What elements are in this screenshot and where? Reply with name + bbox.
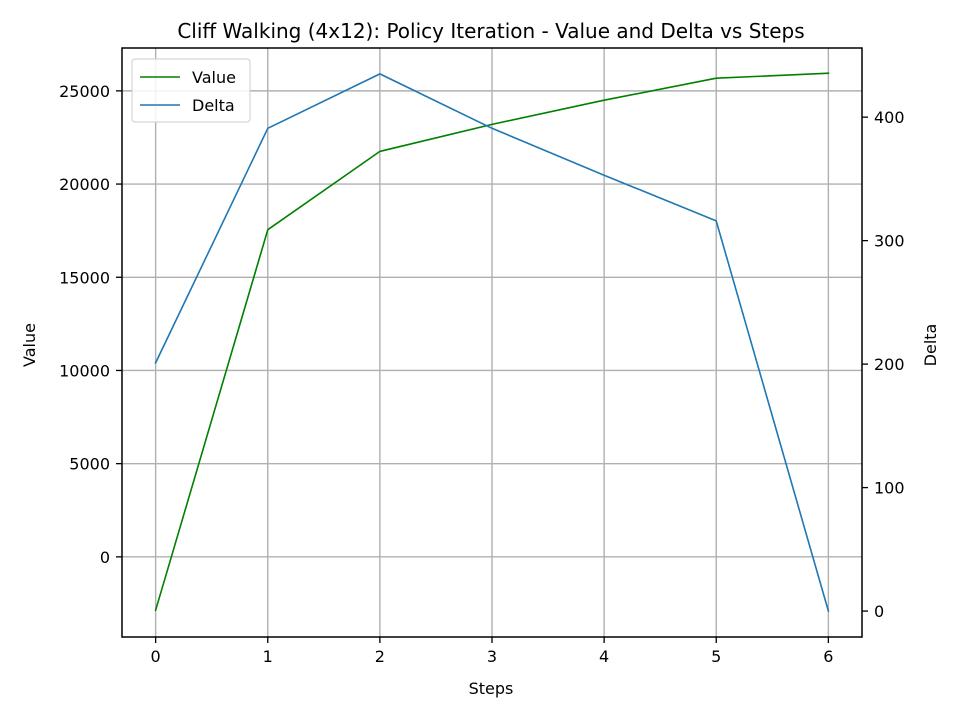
y-tick-label-right: 100 <box>874 479 905 498</box>
y-tick-label-left: 20000 <box>59 175 110 194</box>
y-axis-title-left: Value <box>20 323 39 367</box>
y-tick-label-left: 5000 <box>69 455 110 474</box>
y-tick-label-left: 0 <box>100 548 110 567</box>
y-axis-title-right: Delta <box>921 324 940 367</box>
x-tick-label: 0 <box>151 647 161 666</box>
y-tick-label-right: 200 <box>874 355 905 374</box>
x-tick-label: 5 <box>711 647 721 666</box>
x-tick-label: 3 <box>487 647 497 666</box>
x-tick-label: 4 <box>599 647 609 666</box>
series-layer <box>154 72 830 613</box>
x-axis-title: Steps <box>469 679 514 698</box>
y-tick-label-right: 400 <box>874 108 905 127</box>
grid-layer <box>122 48 862 637</box>
y-tick-label-right: 0 <box>874 602 884 621</box>
legend-label-value: Value <box>192 68 236 87</box>
x-tick-label: 6 <box>823 647 833 666</box>
ticks-layer: 0 1 2 3 4 5 6 0 5000 10000 15000 20000 25000 0 100 200 3… <box>59 82 904 666</box>
y-tick-label-left: 10000 <box>59 361 110 380</box>
y-tick-label-left: 25000 <box>59 82 110 101</box>
legend-label-delta: Delta <box>192 96 235 115</box>
legend: Value Delta <box>131 58 251 123</box>
chart-title: Cliff Walking (4x12): Policy Iteration -… <box>177 19 804 43</box>
x-tick-label: 2 <box>375 647 385 666</box>
y-tick-label-right: 300 <box>874 232 905 251</box>
y-tick-label-left: 15000 <box>59 268 110 287</box>
series-line-delta <box>154 73 830 613</box>
legend-box <box>131 58 251 123</box>
series-line-value <box>154 72 830 612</box>
x-tick-label: 1 <box>263 647 273 666</box>
